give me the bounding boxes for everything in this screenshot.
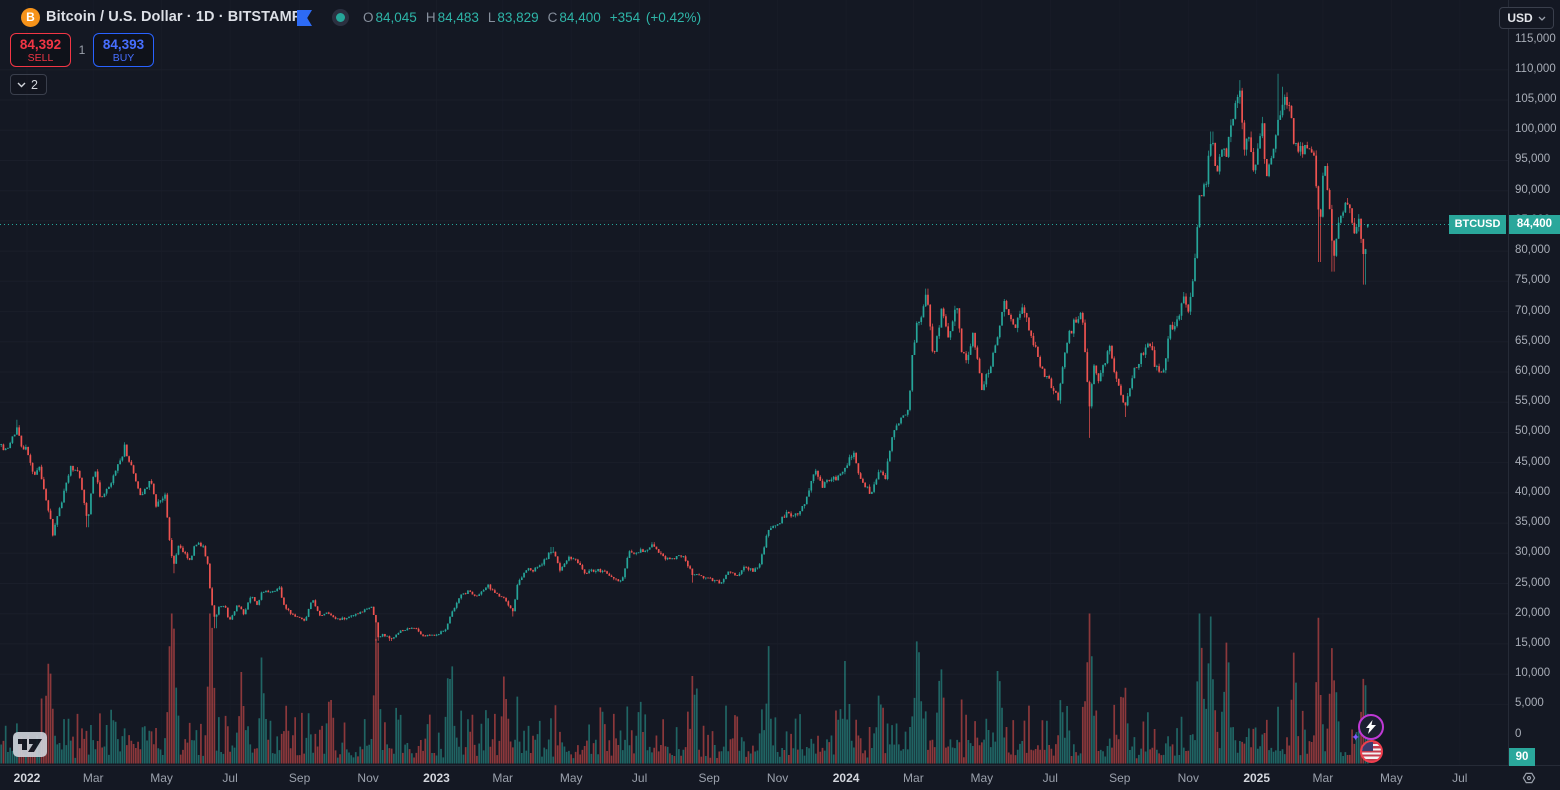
price-tick-label: 5,000 — [1515, 697, 1544, 710]
volume-bars-down — [2, 613, 1365, 764]
buy-button[interactable]: 84,393 BUY — [93, 33, 154, 67]
time-tick-label: 2022 — [13, 771, 41, 785]
price-tick-label: 20,000 — [1515, 606, 1551, 619]
axis-settings-gear-icon[interactable] — [1514, 767, 1544, 789]
time-tick-label: Jul — [222, 771, 238, 785]
sparkle-icon: ✦ — [1351, 732, 1361, 744]
price-tick-label: 40,000 — [1515, 485, 1551, 498]
price-tick-label: 80,000 — [1515, 244, 1551, 257]
price-tick-label: 55,000 — [1515, 395, 1551, 408]
time-tick-label: 2024 — [832, 771, 860, 785]
time-tick-label: 2025 — [1243, 771, 1271, 785]
price-tick-label: 15,000 — [1515, 636, 1551, 649]
time-tick-label: Sep — [288, 771, 311, 785]
flag-bookmark-icon[interactable] — [297, 10, 312, 26]
change-percent: (+0.42%) — [645, 10, 702, 25]
time-axis[interactable]: 2022 Mar May Jul Sep Nov 2023 Mar May Jul Sep Nov 20… — [0, 765, 1560, 790]
chevron-down-icon — [1538, 16, 1546, 21]
grid-vertical — [26, 0, 1461, 765]
price-tick-label: 95,000 — [1515, 153, 1551, 166]
price-tick-label: 30,000 — [1515, 546, 1551, 559]
time-tick-label: Mar — [82, 771, 104, 785]
market-status-icon[interactable] — [332, 9, 349, 26]
time-tick-label: Nov — [1177, 771, 1199, 785]
time-tick-label: Jul — [1042, 771, 1058, 785]
time-tick-label: May — [1380, 771, 1403, 785]
spread-value: 1 — [78, 43, 86, 57]
price-tick-label: 70,000 — [1515, 304, 1551, 317]
price-tick-label: 100,000 — [1515, 123, 1557, 136]
change-value: +354 — [609, 10, 641, 25]
indicator-value-badge: 90 — [1509, 748, 1535, 766]
time-tick-label: May — [559, 771, 583, 785]
bitcoin-logo-icon: B — [21, 8, 40, 27]
price-tick-label: 35,000 — [1515, 516, 1551, 529]
price-tick-label: 90,000 — [1515, 183, 1551, 196]
us-economic-event-icon[interactable] — [1360, 740, 1383, 763]
candle-bodies-up — [0, 90, 1369, 639]
time-tick-label: Mar — [903, 771, 924, 785]
sell-button[interactable]: 84,392 SELL — [10, 33, 71, 67]
price-tick-label: 110,000 — [1515, 62, 1556, 75]
time-tick-label: Nov — [357, 771, 379, 785]
price-tick-label: 115,000 — [1515, 32, 1556, 45]
time-tick-label: Jul — [631, 771, 648, 785]
time-tick-label: 2023 — [423, 771, 450, 785]
volume-bars-up — [0, 613, 1369, 764]
trade-panel: 84,392 SELL 1 84,393 BUY — [10, 33, 154, 67]
candle-bodies-down — [2, 90, 1365, 639]
high-value: 84,483 — [437, 10, 479, 25]
price-axis[interactable]: 115,000 110,000 105,000 100,000 95,000 90,000… — [1508, 0, 1560, 765]
time-tick-label: Mar — [492, 771, 514, 785]
grid-horizontal — [0, 69, 1508, 705]
spark-events-icon[interactable] — [1358, 714, 1384, 740]
price-tick-label: 60,000 — [1515, 364, 1551, 377]
price-tick-label: 0 — [1515, 727, 1522, 740]
chevron-down-icon — [17, 82, 26, 87]
ohlc-values: O 84,045 H 84,483 L 83,829 C 84,400 +354 (+0.42%… — [363, 10, 702, 25]
symbol-price-label: BTCUSD — [1449, 215, 1506, 235]
currency-selector[interactable]: USD — [1499, 7, 1554, 29]
price-tick-label: 75,000 — [1515, 274, 1551, 287]
price-tick-label: 50,000 — [1515, 425, 1551, 438]
candlestick-chart[interactable] — [0, 0, 1508, 765]
time-tick-label: Nov — [766, 771, 789, 785]
time-tick-label: Sep — [1109, 771, 1131, 785]
low-value: 83,829 — [497, 10, 539, 25]
time-tick-label: Sep — [698, 771, 720, 785]
time-tick-label: Jul — [1452, 771, 1468, 785]
price-tick-label: 10,000 — [1515, 667, 1551, 680]
tradingview-logo[interactable] — [13, 732, 47, 762]
object-tree-toggle[interactable]: 2 — [10, 74, 47, 95]
current-price-badge: 84,400 — [1509, 215, 1560, 235]
price-tick-label: 25,000 — [1515, 576, 1551, 589]
price-tick-label: 65,000 — [1515, 334, 1551, 347]
price-tick-label: 45,000 — [1515, 455, 1551, 468]
time-tick-label: May — [970, 771, 994, 785]
time-tick-label: Mar — [1312, 771, 1334, 785]
time-tick-label: May — [150, 771, 173, 785]
symbol-title[interactable]: Bitcoin / U.S. Dollar · 1D · BITSTAMP — [46, 9, 302, 25]
close-value: 84,400 — [559, 10, 601, 25]
price-tick-label: 105,000 — [1515, 93, 1557, 106]
open-value: 84,045 — [375, 10, 417, 25]
